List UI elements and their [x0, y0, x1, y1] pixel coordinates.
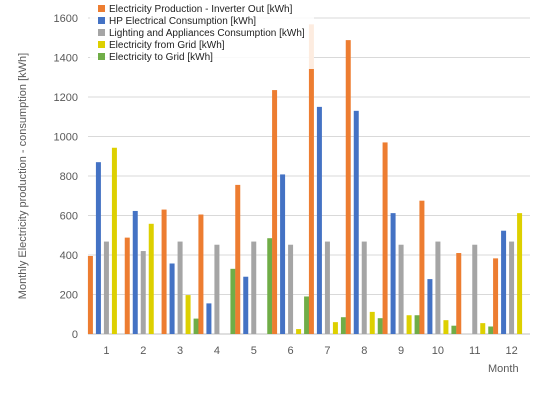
bar	[103, 241, 109, 334]
bar	[161, 209, 167, 334]
legend-swatch	[98, 17, 105, 24]
x-tick-label: 6	[288, 345, 294, 357]
y-tick-label: 1400	[54, 53, 78, 65]
bar	[132, 210, 138, 334]
bar	[517, 213, 523, 334]
bar	[288, 244, 294, 334]
bar	[324, 241, 330, 334]
y-axis-title: Monthly Electricity production - consump…	[17, 53, 29, 299]
bar	[193, 318, 199, 334]
bar	[308, 24, 314, 334]
y-tick-label: 0	[72, 329, 78, 341]
y-tick-label: 400	[60, 250, 78, 262]
bar	[198, 214, 204, 334]
x-tick-label: 11	[469, 345, 480, 357]
x-tick-label: 3	[177, 345, 183, 357]
bar	[111, 147, 117, 334]
bar	[243, 276, 249, 334]
x-tick-label: 9	[398, 345, 404, 357]
legend-swatch	[98, 53, 105, 60]
bar	[124, 237, 130, 334]
bar	[87, 255, 93, 334]
legend-swatch	[98, 29, 105, 36]
bar	[398, 244, 404, 334]
bar	[272, 90, 278, 335]
legend-box	[90, 3, 314, 69]
bar	[493, 258, 499, 334]
legend-label: Electricity from Grid [kWh]	[109, 40, 225, 51]
y-tick-label: 600	[60, 211, 78, 223]
bar	[456, 253, 462, 334]
bar	[169, 263, 175, 334]
bar	[382, 142, 388, 334]
legend-label: Lighting and Appliances Consumption [kWh…	[109, 28, 305, 39]
bar	[451, 325, 457, 334]
bar	[340, 317, 346, 334]
x-tick-label: 10	[432, 345, 444, 357]
bar	[206, 303, 212, 334]
bar	[509, 241, 515, 334]
bar	[296, 329, 302, 334]
bar	[377, 318, 383, 334]
bar	[251, 241, 257, 334]
bar	[501, 230, 507, 334]
y-tick-label: 200	[60, 290, 78, 302]
bar	[316, 106, 322, 334]
bar	[304, 296, 310, 334]
bar	[177, 241, 183, 334]
bars	[87, 24, 523, 335]
bar	[140, 251, 146, 334]
bar	[361, 241, 367, 334]
bar	[390, 213, 396, 334]
legend-label: Electricity Production - Inverter Out [k…	[109, 4, 293, 15]
bar	[369, 311, 375, 334]
bar	[480, 323, 486, 334]
x-tick-label: 4	[214, 345, 220, 357]
x-tick-label: 12	[505, 345, 517, 357]
x-tick-label: 8	[361, 345, 367, 357]
legend-swatch	[98, 41, 105, 48]
y-tick-label: 800	[60, 171, 78, 183]
bar	[435, 241, 441, 334]
bar	[406, 315, 412, 334]
legend-swatch	[98, 5, 105, 12]
legend-label: Electricity to Grid [kWh]	[109, 52, 213, 63]
bar	[345, 40, 351, 335]
y-tick-label: 1600	[54, 13, 78, 25]
x-tick-label: 2	[140, 345, 146, 357]
bar	[443, 320, 449, 334]
bar	[280, 174, 286, 334]
bar	[419, 200, 425, 334]
x-tick-label: 1	[103, 345, 109, 357]
bar	[472, 244, 478, 334]
bar	[353, 110, 359, 334]
bar	[214, 244, 220, 334]
axes: Monthly Electricity production - consump…	[17, 13, 519, 375]
y-tick-label: 1000	[54, 132, 78, 144]
y-tick-label: 1200	[54, 92, 78, 104]
bar	[332, 322, 338, 334]
bar	[267, 238, 273, 334]
legend: Electricity Production - Inverter Out [k…	[90, 3, 314, 69]
bar	[148, 223, 154, 334]
x-tick-label: 7	[324, 345, 330, 357]
x-axis-title: Month	[488, 363, 519, 375]
bar	[414, 315, 420, 334]
bar	[230, 268, 236, 334]
bar	[488, 326, 494, 334]
legend-label: HP Electrical Consumption [kWh]	[109, 16, 256, 27]
bar	[185, 295, 191, 334]
x-tick-label: 5	[251, 345, 257, 357]
bar	[427, 279, 433, 334]
bar	[235, 184, 241, 334]
bar	[95, 162, 101, 334]
